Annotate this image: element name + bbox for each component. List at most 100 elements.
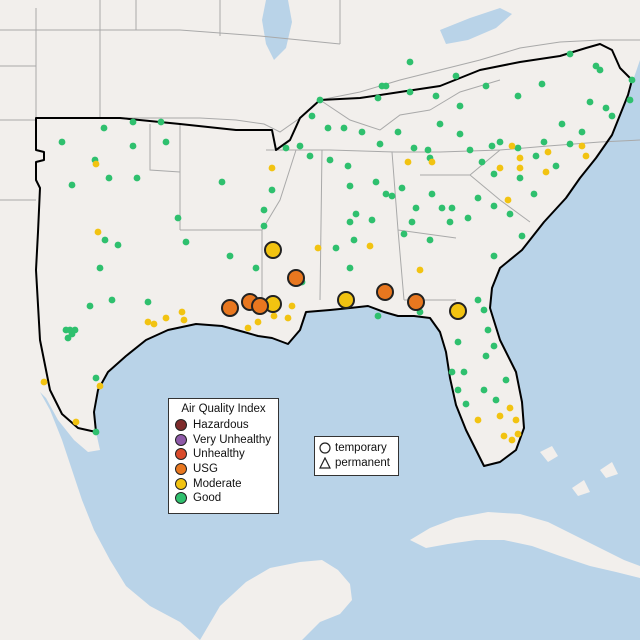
monitor-good[interactable] bbox=[340, 124, 348, 132]
monitor-good[interactable] bbox=[480, 386, 488, 394]
monitor-good[interactable] bbox=[398, 184, 406, 192]
monitor-moderate[interactable] bbox=[428, 158, 436, 166]
monitor-moderate[interactable] bbox=[270, 312, 278, 320]
monitor-good[interactable] bbox=[96, 264, 104, 272]
monitor-moderate[interactable] bbox=[544, 148, 552, 156]
monitor-good[interactable] bbox=[394, 128, 402, 136]
monitor-moderate[interactable] bbox=[268, 164, 276, 172]
monitor-good[interactable] bbox=[426, 236, 434, 244]
monitor-good[interactable] bbox=[324, 124, 332, 132]
monitor-good[interactable] bbox=[514, 144, 522, 152]
monitor-moderate[interactable] bbox=[496, 164, 504, 172]
monitor-moderate[interactable] bbox=[96, 382, 104, 390]
monitor-moderate-temporary[interactable] bbox=[337, 291, 355, 309]
monitor-good[interactable] bbox=[626, 96, 634, 104]
monitor-good[interactable] bbox=[480, 306, 488, 314]
monitor-moderate[interactable] bbox=[284, 314, 292, 322]
monitor-good[interactable] bbox=[372, 178, 380, 186]
monitor-good[interactable] bbox=[446, 218, 454, 226]
monitor-good[interactable] bbox=[308, 112, 316, 120]
monitor-good[interactable] bbox=[358, 128, 366, 136]
monitor-good[interactable] bbox=[162, 138, 170, 146]
monitor-good[interactable] bbox=[566, 140, 574, 148]
monitor-good[interactable] bbox=[474, 194, 482, 202]
monitor-good[interactable] bbox=[68, 181, 76, 189]
monitor-usg-temporary[interactable] bbox=[407, 293, 425, 311]
monitor-moderate[interactable] bbox=[94, 228, 102, 236]
monitor-moderate[interactable] bbox=[496, 412, 504, 420]
monitor-moderate[interactable] bbox=[150, 320, 158, 328]
monitor-good[interactable] bbox=[350, 236, 358, 244]
monitor-good[interactable] bbox=[382, 82, 390, 90]
monitor-good[interactable] bbox=[157, 118, 165, 126]
monitor-good[interactable] bbox=[506, 210, 514, 218]
monitor-good[interactable] bbox=[466, 146, 474, 154]
monitor-moderate[interactable] bbox=[578, 142, 586, 150]
monitor-good[interactable] bbox=[346, 218, 354, 226]
monitor-good[interactable] bbox=[490, 202, 498, 210]
monitor-good[interactable] bbox=[552, 162, 560, 170]
monitor-good[interactable] bbox=[174, 214, 182, 222]
monitor-good[interactable] bbox=[540, 138, 548, 146]
monitor-good[interactable] bbox=[456, 102, 464, 110]
monitor-good[interactable] bbox=[92, 428, 100, 436]
monitor-good[interactable] bbox=[608, 112, 616, 120]
monitor-good[interactable] bbox=[92, 374, 100, 382]
monitor-good[interactable] bbox=[478, 158, 486, 166]
monitor-good[interactable] bbox=[218, 178, 226, 186]
monitor-good[interactable] bbox=[114, 241, 122, 249]
monitor-good[interactable] bbox=[454, 338, 462, 346]
monitor-good[interactable] bbox=[462, 400, 470, 408]
monitor-good[interactable] bbox=[346, 182, 354, 190]
monitor-good[interactable] bbox=[352, 210, 360, 218]
monitor-good[interactable] bbox=[484, 326, 492, 334]
monitor-moderate[interactable] bbox=[92, 160, 100, 168]
monitor-good[interactable] bbox=[538, 80, 546, 88]
monitor-moderate[interactable] bbox=[72, 418, 80, 426]
monitor-moderate[interactable] bbox=[144, 318, 152, 326]
monitor-moderate[interactable] bbox=[244, 324, 252, 332]
monitor-good[interactable] bbox=[406, 58, 414, 66]
monitor-good[interactable] bbox=[448, 204, 456, 212]
monitor-good[interactable] bbox=[86, 302, 94, 310]
monitor-moderate[interactable] bbox=[508, 436, 516, 444]
monitor-good[interactable] bbox=[282, 144, 290, 152]
monitor-good[interactable] bbox=[129, 142, 137, 150]
monitor-moderate[interactable] bbox=[516, 154, 524, 162]
monitor-moderate[interactable] bbox=[508, 142, 516, 150]
monitor-good[interactable] bbox=[260, 222, 268, 230]
monitor-good[interactable] bbox=[464, 214, 472, 222]
monitor-good[interactable] bbox=[424, 146, 432, 154]
monitor-good[interactable] bbox=[490, 170, 498, 178]
monitor-moderate[interactable] bbox=[514, 430, 522, 438]
monitor-good[interactable] bbox=[332, 244, 340, 252]
monitor-good[interactable] bbox=[454, 386, 462, 394]
monitor-moderate-temporary[interactable] bbox=[449, 302, 467, 320]
monitor-good[interactable] bbox=[376, 140, 384, 148]
monitor-moderate[interactable] bbox=[254, 318, 262, 326]
monitor-good[interactable] bbox=[326, 156, 334, 164]
monitor-good[interactable] bbox=[71, 326, 79, 334]
monitor-good[interactable] bbox=[558, 120, 566, 128]
monitor-good[interactable] bbox=[602, 104, 610, 112]
monitor-good[interactable] bbox=[406, 88, 414, 96]
monitor-good[interactable] bbox=[452, 72, 460, 80]
monitor-moderate[interactable] bbox=[582, 152, 590, 160]
monitor-good[interactable] bbox=[436, 120, 444, 128]
monitor-moderate[interactable] bbox=[416, 266, 424, 274]
monitor-good[interactable] bbox=[64, 334, 72, 342]
monitor-good[interactable] bbox=[596, 66, 604, 74]
monitor-good[interactable] bbox=[628, 76, 636, 84]
monitor-good[interactable] bbox=[346, 264, 354, 272]
monitor-moderate[interactable] bbox=[500, 432, 508, 440]
monitor-moderate-temporary[interactable] bbox=[264, 241, 282, 259]
monitor-moderate[interactable] bbox=[162, 314, 170, 322]
monitor-good[interactable] bbox=[268, 186, 276, 194]
monitor-good[interactable] bbox=[101, 236, 109, 244]
monitor-good[interactable] bbox=[428, 190, 436, 198]
monitor-good[interactable] bbox=[62, 326, 70, 334]
monitor-good[interactable] bbox=[226, 252, 234, 260]
monitor-good[interactable] bbox=[438, 204, 446, 212]
monitor-good[interactable] bbox=[578, 128, 586, 136]
